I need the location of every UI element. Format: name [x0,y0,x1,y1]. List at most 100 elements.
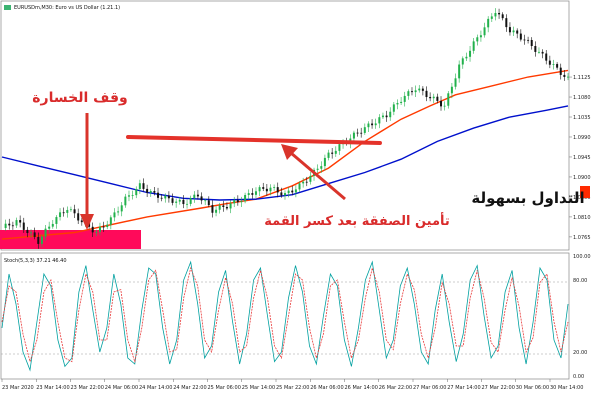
candle [59,208,62,221]
candle [149,189,152,197]
candle [425,86,428,102]
candle [215,206,218,217]
candle [400,97,403,106]
candle [236,195,239,206]
candle [429,92,432,102]
candle [196,189,199,200]
candle [537,47,540,54]
secure-trade-arrow [290,151,346,201]
candle [327,149,330,161]
candle [193,191,196,203]
candle [251,188,254,199]
candle [440,96,443,111]
candle [66,206,69,218]
candle [106,220,109,230]
candle [483,22,486,38]
candle [323,154,326,171]
ma-line-1 [1,69,569,240]
candle [316,164,319,173]
x-tick-label: 25 Mar 22:00 [276,385,309,391]
x-tick-label: 27 Mar 22:00 [482,385,515,391]
y-tick-label: 1.0810 [573,215,591,221]
stoch-y-tick-label: 0.00 [573,374,584,380]
x-tick-label: 23 Mar 2020 [2,385,34,391]
candle [352,130,355,142]
title-marker-icon [4,5,11,10]
candle [178,196,181,205]
candle [458,60,461,83]
candle [218,202,221,214]
candle [490,13,493,23]
candle [117,206,120,216]
candle [556,62,559,70]
candle [77,208,80,225]
candle [164,193,167,203]
candle [476,34,479,46]
candle [305,176,308,187]
stop-loss-arrow-head [80,214,94,230]
candle [44,224,47,241]
x-tick-label: 30 Mar 14:00 [550,385,583,391]
candle [450,83,453,99]
stoch-line-2 [1,266,569,364]
stoch-y-axis: 100.00 80.00 20.00 0.00 [573,254,591,380]
candle [494,8,497,21]
x-tick-label: 26 Mar 14:00 [345,385,378,391]
candle [55,215,58,229]
candle [567,73,569,81]
candle [276,182,279,198]
candle [298,181,301,193]
candle [127,190,130,202]
secure-trade-arrow-head [281,144,298,160]
candle [157,187,160,203]
candle [142,178,145,192]
candle [403,91,406,107]
stoch-y-tick-label: 80.00 [573,278,587,284]
candle [207,196,210,208]
x-tick-label: 24 Mar 14:00 [139,385,172,391]
candle [530,37,533,50]
candle [262,182,265,192]
x-tick-label: 24 Mar 22:00 [173,385,206,391]
candle [389,107,392,121]
candle [548,55,551,69]
candle [334,146,337,157]
y-tick-label: 1.0945 [573,155,591,161]
candle [204,198,207,206]
candle [410,87,413,96]
candle [443,101,446,111]
candle [91,222,94,238]
x-tick-label: 24 Mar 06:00 [105,385,138,391]
candle [131,190,134,200]
candle [309,172,312,185]
candle [258,185,261,197]
candle [146,184,149,198]
candle [153,187,156,196]
stoch-title: Stoch(5,3,3) 37.21 46.40 [4,258,67,264]
candle [508,22,511,36]
candle [487,16,490,33]
candle [331,147,334,159]
candle [374,118,377,129]
logo-text: التداول بسهولة [471,189,584,207]
candle [80,217,83,226]
x-tick-label: 26 Mar 22:00 [379,385,412,391]
candle [167,191,170,203]
candle [418,85,421,93]
main-chart-title: EURUSDm,M30: Euro vs US Dollar (1.21.1) [14,5,120,11]
candle [247,189,250,200]
candle [367,121,370,132]
candle [512,26,515,37]
x-tick-label: 23 Mar 22:00 [71,385,104,391]
candle [19,215,22,228]
candle [102,221,105,232]
candle [302,177,305,188]
candle [320,161,323,173]
candle [69,206,72,212]
candle [135,186,138,199]
candle [469,45,472,62]
candle [233,196,236,208]
candle [200,192,203,205]
